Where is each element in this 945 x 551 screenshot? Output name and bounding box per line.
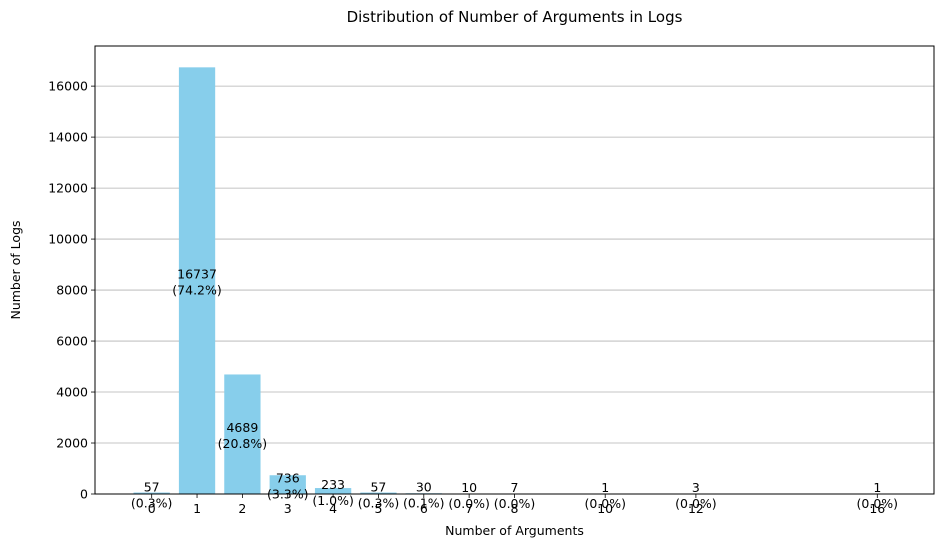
x-tick-label: 1 [193,501,201,516]
y-axis-ticks: 0 2000 4000 6000 8000 10000 12000 14000 16000 [48,79,95,502]
bar-value-label: 57 [370,479,386,494]
bar-data-label: 16737(74.2%) [172,267,221,298]
y-tick-label: 6000 [56,334,88,349]
bar-value-label: 7 [511,480,519,495]
bar-percent-label: (0.0%) [448,496,490,511]
y-tick-label: 8000 [56,283,88,298]
gridlines [95,86,934,443]
bar-value-label: 3 [692,480,700,495]
bar-data-label: 1(0.0%) [584,480,626,511]
y-tick-label: 14000 [48,130,88,145]
bar-value-label: 10 [461,480,477,495]
bar-data-label: 233(1.0%) [312,477,354,508]
bar-percent-label: (20.8%) [218,436,267,451]
bar-percent-label: (74.2%) [172,283,221,298]
chart-title: Distribution of Number of Arguments in L… [347,8,683,26]
bar-percent-label: (0.3%) [358,495,400,510]
bar-data-label: 57(0.3%) [131,479,173,510]
bar-percent-label: (3.3%) [267,487,309,502]
plot-frame [95,46,934,494]
bar-data-label: 10(0.0%) [448,480,490,511]
y-tick-label: 2000 [56,436,88,451]
y-tick-label: 16000 [48,79,88,94]
bar-percent-label: (0.0%) [857,496,899,511]
bar-value-label: 1 [873,480,881,495]
y-axis-title: Number of Logs [8,220,23,319]
bar-percent-label: (0.3%) [131,495,173,510]
bar-percent-label: (1.0%) [312,493,354,508]
bar-percent-label: (0.0%) [675,496,717,511]
x-axis-title: Number of Arguments [445,523,584,538]
y-tick-label: 4000 [56,385,88,400]
bar-percent-label: (0.0%) [584,496,626,511]
x-tick-label: 2 [238,501,246,516]
bar-percent-label: (0.0%) [494,496,536,511]
x-tick-label: 3 [284,501,292,516]
bar-data-label: 7(0.0%) [494,480,536,511]
bar-percent-label: (0.1%) [403,496,445,511]
bar-value-label: 4689 [226,420,258,435]
y-tick-label: 0 [80,487,88,502]
bar-value-label: 736 [276,471,300,486]
bar-data-label: 30(0.1%) [403,480,445,511]
bar-value-label: 233 [321,477,345,492]
bar-value-label: 1 [601,480,609,495]
bar-data-label: 1(0.0%) [857,480,899,511]
bar-value-label: 57 [144,479,160,494]
bar-data-label: 57(0.3%) [358,479,400,510]
y-tick-label: 12000 [48,181,88,196]
bar-value-label: 30 [416,480,432,495]
bar-value-label: 16737 [177,267,217,282]
y-tick-label: 10000 [48,232,88,247]
bar-data-label: 3(0.0%) [675,480,717,511]
